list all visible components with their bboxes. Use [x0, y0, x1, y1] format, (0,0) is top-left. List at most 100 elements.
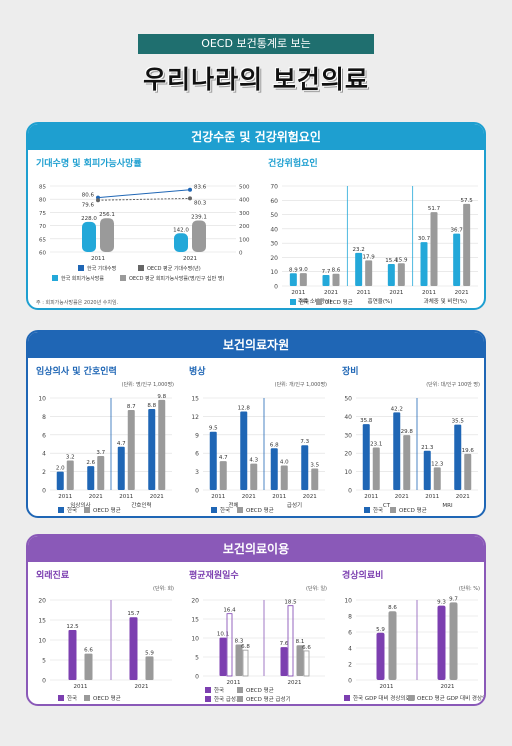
data-label: 8.9 [289, 267, 298, 273]
data-label: 80.6 [82, 193, 95, 199]
data-label: 42.2 [391, 406, 403, 412]
data-label: 3.5 [310, 463, 319, 469]
y-tick-label: 40 [270, 226, 278, 233]
data-label: 23.2 [353, 247, 365, 253]
y-tick-label: 2 [42, 469, 46, 476]
y-tick-label: 5 [195, 655, 199, 662]
bar-oecd [280, 465, 288, 490]
data-label: 7.3 [300, 439, 309, 445]
group-label: CT [383, 503, 391, 509]
chart-unit: (단위: 명/인구 1,000명) [122, 381, 174, 388]
data-label: 29.8 [401, 429, 414, 435]
y-tick-label: 2 [348, 662, 352, 669]
x-tick-label: 2021 [395, 494, 409, 500]
bar-mortality-korea [174, 233, 188, 252]
bar-oecd [463, 203, 471, 286]
legend-swatch [205, 687, 211, 693]
legend-label: 한국 [214, 687, 224, 694]
legend-swatch [84, 695, 90, 701]
legend-swatch [120, 275, 126, 281]
y-right-tick-label: 300 [239, 211, 250, 217]
data-label: 142.0 [173, 227, 189, 233]
data-label: 9.8 [157, 394, 166, 400]
data-label: 8.8 [147, 403, 156, 409]
y-tick-label: 0 [42, 488, 46, 495]
chart-visits: 외래진료 (단위: 회) 20 15 10 5 0 12.5 6.6 2011 15.7 5.9 202… [36, 569, 174, 702]
y-tick-label: 15 [38, 618, 46, 625]
x-tick-label: 2011 [74, 684, 88, 690]
data-label: 8.6 [332, 268, 341, 274]
data-label: 4.7 [117, 441, 126, 447]
data-label: 4.0 [280, 459, 289, 465]
bar-oecd [66, 460, 74, 490]
bar-oecd [127, 409, 135, 490]
legend-label: OECD 평균 급성기 [246, 695, 291, 703]
data-label: 4.3 [249, 458, 258, 464]
y-tick-label: 0 [274, 284, 278, 291]
chart-unit: (단위: 개/인구 1,000명) [275, 381, 327, 388]
x-tick-label: 2011 [211, 494, 225, 500]
data-label: 3.7 [96, 450, 105, 456]
group-label: MRI [442, 503, 453, 509]
x-tick-label: 2021 [324, 290, 338, 296]
data-label: 3.2 [66, 455, 75, 461]
legend-label: 한국 [373, 507, 383, 514]
y-tick-label: 0 [348, 678, 352, 685]
y-tick-label: 30 [344, 432, 352, 439]
point-life [188, 187, 192, 192]
legend-swatch [316, 299, 322, 305]
x-tick-label: 2011 [272, 494, 286, 500]
chart-title: 건강위험요인 [268, 157, 318, 169]
data-label: 35.8 [360, 418, 373, 424]
chart-exp: 경상의료비 (단위: %) 10 8 6 4 2 0 5.9 8.6 2011 9.39.7 2021 한… [342, 569, 484, 702]
bar-oecd [365, 260, 373, 286]
bar-oecd [388, 611, 397, 680]
legend-swatch [364, 507, 370, 513]
bar-oecd [299, 273, 307, 286]
legend-label: 한국 급성기 [214, 695, 241, 703]
legend-label: OECD 평균 회피가능사망률(명/인구 십만 명) [129, 275, 224, 282]
data-label: 9.7 [449, 596, 458, 602]
y-right-tick-label: 200 [239, 224, 250, 230]
group-label: 주류 소비량(ℓ) [298, 297, 332, 305]
x-tick-label: 2011 [227, 680, 241, 686]
chart-title: 경상의료비 [342, 569, 383, 581]
data-label: 19.6 [462, 448, 475, 454]
y-tick-label: 10 [38, 638, 46, 645]
data-label: 9.0 [299, 267, 308, 273]
y-tick-label: 20 [191, 598, 199, 605]
data-label: 8.3 [235, 638, 244, 644]
bar-mortality-korea [82, 221, 96, 252]
chart-beds: 병상 (단위: 개/인구 1,000명) 15 12 9 6 3 0 9.5 4.7 2011 12.… [189, 365, 327, 514]
bar-mortality-oecd [100, 218, 114, 252]
x-tick-label: 2021 [135, 684, 149, 690]
bar-oecd [235, 644, 243, 676]
x-tick-label: 2011 [422, 290, 436, 296]
data-label: 36.7 [451, 228, 464, 234]
chart-life: 기대수명 및 회피가능사망률 85 500 80 400 75 300 70 200 65 100 6… [36, 157, 250, 306]
data-label: 57.5 [461, 198, 474, 204]
data-label: 83.6 [194, 185, 207, 191]
y-tick-label: 70 [270, 184, 278, 191]
y-tick-label: 50 [270, 212, 278, 219]
y-tick-label: 4 [348, 646, 352, 653]
bar-oecd [158, 399, 166, 490]
y-tick-label: 10 [270, 269, 278, 276]
data-label: 256.1 [99, 212, 115, 218]
data-label: 8.7 [127, 404, 136, 410]
data-label: 2.0 [56, 466, 65, 472]
data-label: 15.7 [127, 611, 140, 617]
section-utilization: 보건의료이용 외래진료 (단위: 회) 20 15 10 5 0 12.5 6.6 2011 15.… [26, 534, 486, 706]
bar-oecd [464, 453, 472, 490]
x-tick-label: 2011 [119, 494, 133, 500]
page-title: 우리나라의 보건의료 [143, 65, 369, 94]
x-tick-label: 2011 [91, 256, 105, 262]
chart-unit: (단위: 대/인구 100만 명) [426, 381, 480, 388]
chart-title: 병상 [189, 365, 206, 377]
bar-korea [393, 412, 401, 490]
header-badge: OECD 보건통계로 보는 [138, 34, 374, 54]
line-life-korea [97, 189, 191, 199]
y-tick-label: 6 [42, 432, 46, 439]
bar-acute-korea [287, 605, 294, 677]
bar-korea [280, 647, 288, 676]
